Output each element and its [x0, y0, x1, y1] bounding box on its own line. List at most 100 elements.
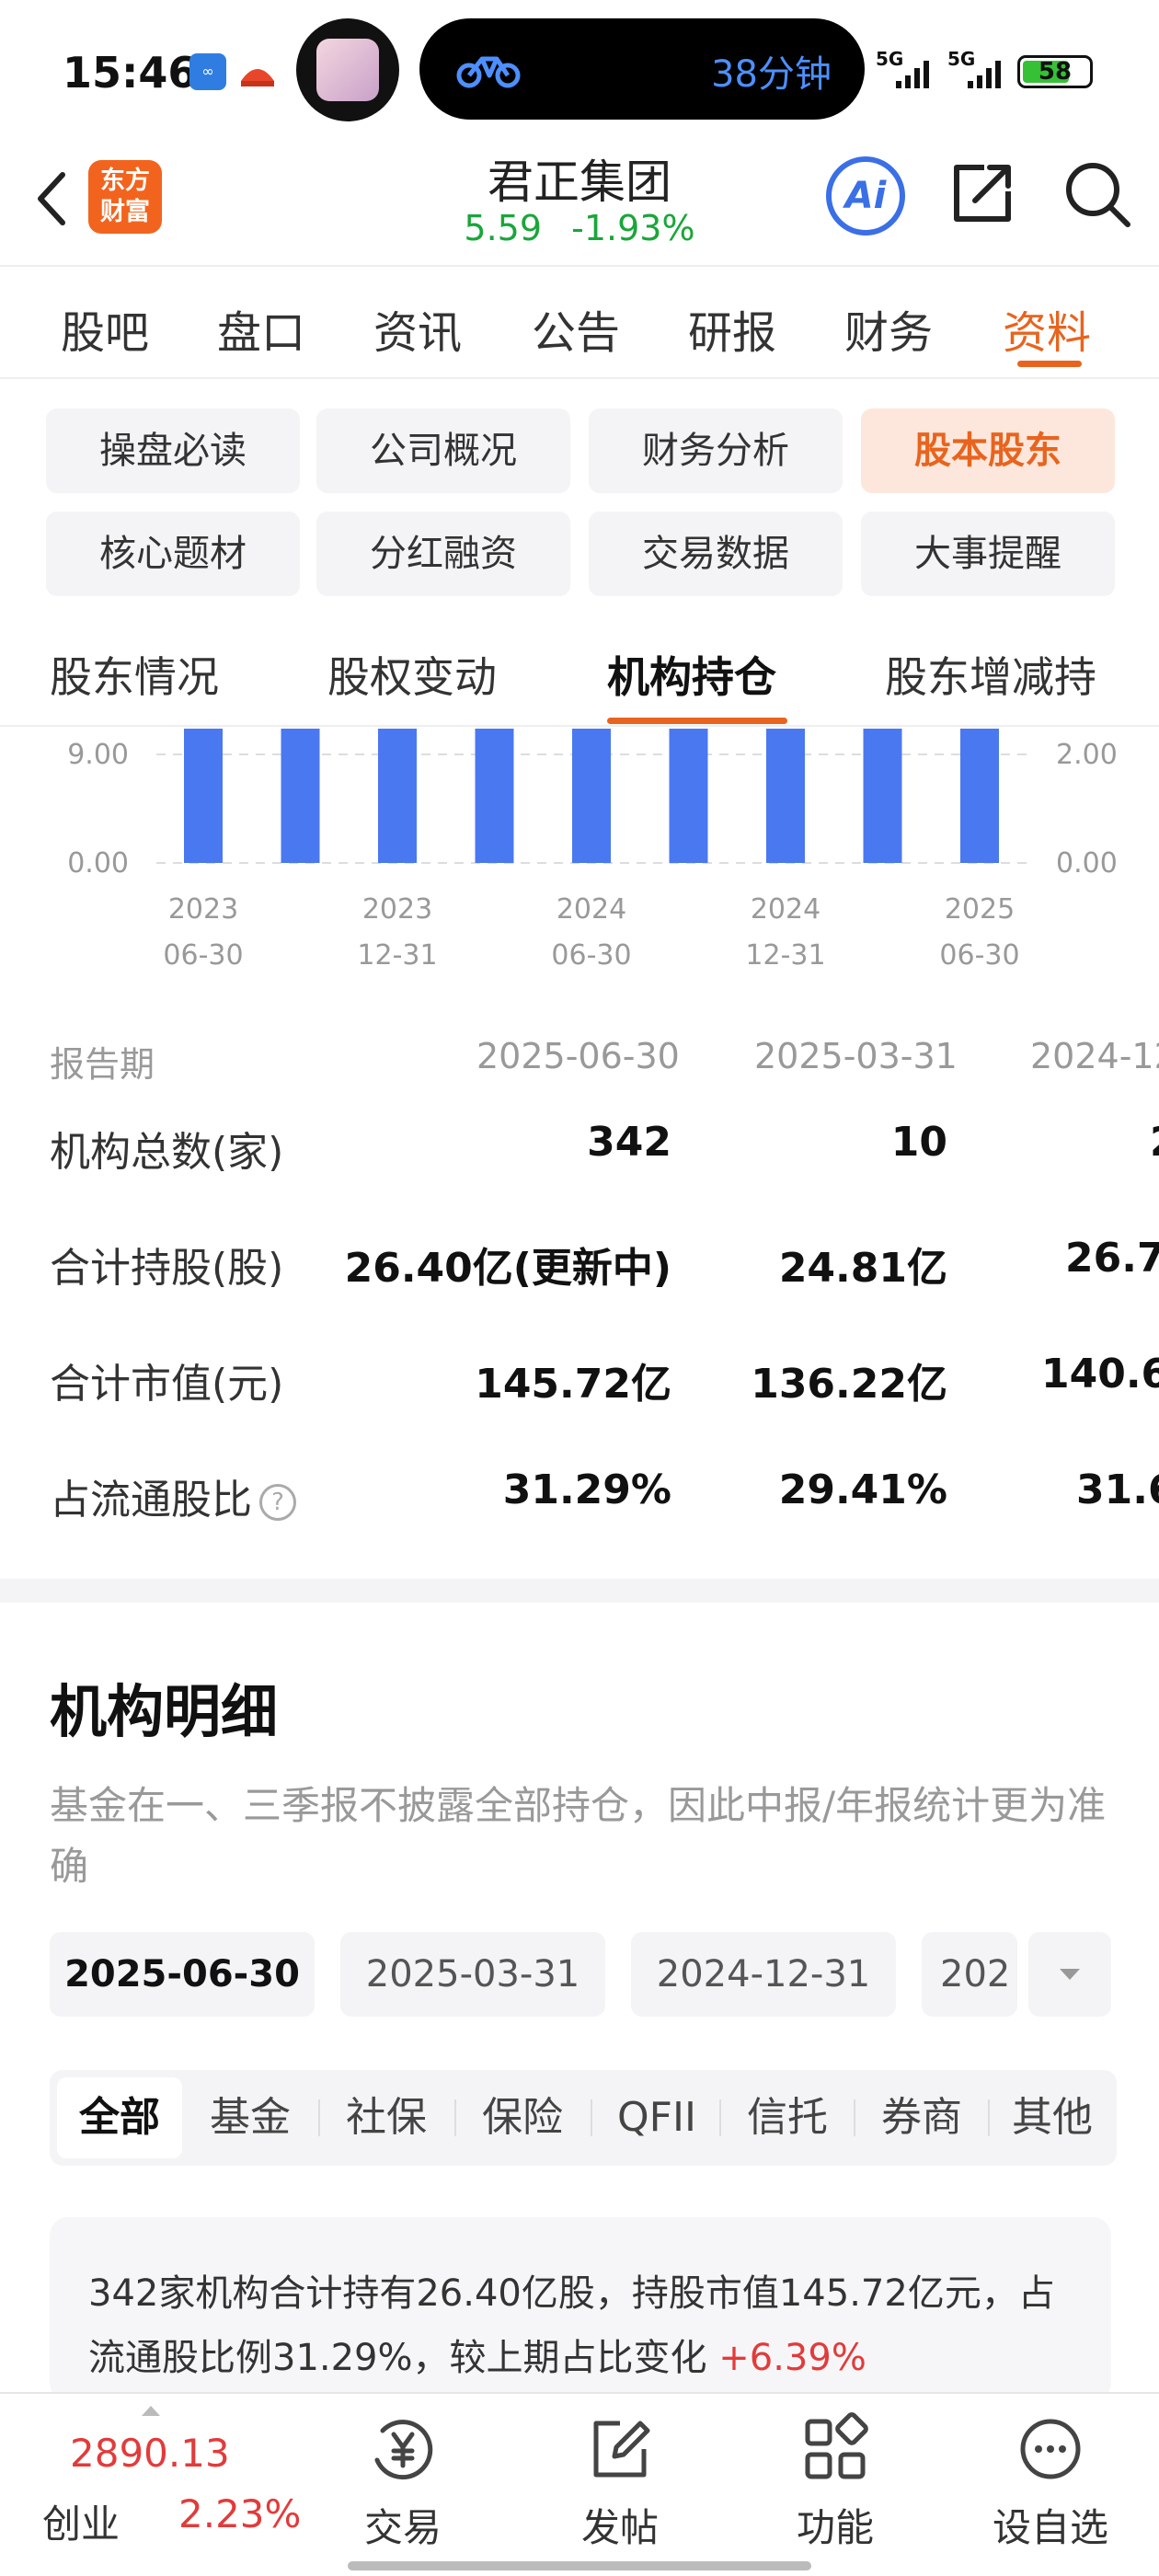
- date-chip-4[interactable]: 202: [922, 1932, 1017, 2017]
- date-more-button[interactable]: [1028, 1932, 1111, 2017]
- divider: [591, 2099, 592, 2136]
- tab-finance[interactable]: 财务: [844, 307, 934, 359]
- subtab-shareholder-info[interactable]: 股东情况: [50, 652, 219, 702]
- summary-text: 342家机构合计持有26.40亿股，持股市值145.72亿元，占流通股比例31.…: [88, 2272, 1055, 2379]
- table-cell: 31.6: [1076, 1466, 1159, 1513]
- chart-bar: [572, 729, 611, 863]
- tab-news[interactable]: 资讯: [373, 307, 463, 359]
- category-insurance[interactable]: 保险: [482, 2094, 563, 2141]
- category-broker[interactable]: 券商: [881, 2094, 962, 2141]
- tab-guba[interactable]: 股吧: [61, 307, 150, 359]
- subtab-institutional-holdings[interactable]: 机构持仓: [607, 652, 776, 702]
- x-axis-tick-date: 12-31: [357, 939, 437, 972]
- chart-bar: [378, 729, 417, 863]
- table-cell: 26.74: [1065, 1235, 1159, 1282]
- help-icon[interactable]: ?: [259, 1484, 296, 1521]
- subtab-equity-change[interactable]: 股权变动: [327, 652, 497, 702]
- brand-logo-line2: 财富: [100, 198, 150, 226]
- chart-bar: [475, 729, 514, 863]
- main-tabs: 股吧 盘口 资讯 公告 研报 财务 资料: [0, 269, 1159, 379]
- table-cell: 31.29%: [502, 1466, 671, 1513]
- x-axis-tick-year: 2024: [751, 893, 820, 926]
- subgrid-shareholders[interactable]: 股本股东: [861, 408, 1115, 493]
- category-bar: 全部 基金 社保 保险 QFII 信托 券商 其他: [50, 2070, 1117, 2166]
- chart-bar: [669, 729, 708, 863]
- table-cell: 342: [587, 1119, 671, 1166]
- tab-announcements[interactable]: 公告: [532, 307, 621, 359]
- subgrid-trading-guide[interactable]: 操盘必读: [46, 408, 300, 493]
- stock-quote: 5.59 -1.93%: [396, 208, 763, 248]
- section-divider: [0, 1579, 1159, 1603]
- summary-card: 342家机构合计持有26.40亿股，持股市值145.72亿元，占流通股比例31.…: [50, 2217, 1111, 2401]
- left-axis-tick-top: 9.00: [67, 739, 129, 771]
- index-value[interactable]: 2890.13: [70, 2431, 230, 2476]
- stock-change-pct: -1.93%: [571, 208, 695, 248]
- x-axis-tick-date: 06-30: [939, 939, 1019, 972]
- active-tab-indicator: [1017, 361, 1082, 367]
- x-axis-tick-date: 12-31: [745, 939, 825, 972]
- battery-icon: 58: [1017, 55, 1093, 88]
- signal-label-1: 5G: [876, 48, 904, 70]
- index-name[interactable]: 创业: [42, 2501, 120, 2547]
- battery-level: 58: [1038, 58, 1073, 86]
- x-axis-tick-date: 06-30: [163, 939, 243, 972]
- date-chip-1[interactable]: 2025-06-30: [50, 1932, 315, 2017]
- subgrid-financial-analysis[interactable]: 财务分析: [589, 408, 843, 493]
- x-axis-tick-year: 2025: [945, 893, 1015, 926]
- summary-change: +6.39%: [718, 2337, 866, 2379]
- back-arrow-icon[interactable]: [24, 162, 79, 236]
- nav-functions[interactable]: 功能: [762, 2412, 909, 2553]
- table-cell: 145.72亿: [475, 1361, 671, 1408]
- row-label-total-shares: 合计持股(股): [50, 1245, 284, 1292]
- stock-price: 5.59: [464, 208, 543, 248]
- category-other[interactable]: 其他: [1012, 2094, 1093, 2141]
- category-all[interactable]: 全部: [57, 2077, 182, 2158]
- ai-assistant-button[interactable]: Ai: [826, 156, 905, 236]
- stock-name: 君正集团: [488, 155, 671, 209]
- yen-circle-icon: [374, 2420, 433, 2480]
- subgrid-events[interactable]: 大事提醒: [861, 512, 1115, 596]
- date-chip-3[interactable]: 2024-12-31: [631, 1932, 896, 2017]
- brand-logo-line1: 东方: [100, 167, 150, 195]
- subgrid-core-themes[interactable]: 核心题材: [46, 512, 300, 596]
- dynamic-island: 38分钟: [419, 18, 865, 120]
- divider: [854, 2099, 855, 2136]
- chevron-down-icon: [1060, 1969, 1080, 1980]
- nav-add-watchlist[interactable]: 设自选: [977, 2412, 1124, 2553]
- chart-bar: [766, 729, 805, 863]
- share-icon[interactable]: [947, 158, 1017, 228]
- sub-tabs: 股东情况 股权变动 机构持仓 股东增减持: [0, 616, 1159, 727]
- subtab-holder-changes[interactable]: 股东增减持: [885, 652, 1096, 702]
- grid-icon: [805, 2412, 868, 2479]
- search-icon[interactable]: [1061, 158, 1135, 232]
- table-cell: 140.63: [1041, 1351, 1159, 1397]
- nav-trade[interactable]: 交易: [329, 2412, 476, 2553]
- nav-post[interactable]: 发帖: [546, 2412, 694, 2553]
- avatar-icon: [296, 18, 399, 121]
- tab-pankou[interactable]: 盘口: [217, 307, 306, 359]
- index-change[interactable]: 2.23%: [178, 2491, 302, 2536]
- table-header-period-2: 2025-03-31: [754, 1036, 958, 1076]
- category-qfii[interactable]: QFII: [617, 2094, 696, 2141]
- nav-functions-label: 功能: [796, 2505, 874, 2550]
- tab-profile[interactable]: 资料: [1003, 307, 1092, 359]
- nav-post-label: 发帖: [580, 2505, 659, 2550]
- active-subtab-indicator: [607, 718, 787, 724]
- brand-logo[interactable]: 东方 财富: [88, 160, 162, 234]
- table-header-period-3: 2024-12: [1030, 1036, 1159, 1076]
- date-chip-2[interactable]: 2025-03-31: [340, 1932, 605, 2017]
- category-fund[interactable]: 基金: [210, 2094, 291, 2141]
- category-trust[interactable]: 信托: [747, 2094, 828, 2141]
- home-indicator: [348, 2561, 811, 2570]
- category-social-security[interactable]: 社保: [346, 2094, 427, 2141]
- tab-research[interactable]: 研报: [688, 307, 777, 359]
- subgrid-company-overview[interactable]: 公司概况: [316, 408, 570, 493]
- signal-icon-2: [968, 61, 1001, 88]
- left-axis-tick-bottom: 0.00: [67, 847, 129, 880]
- section-title: 机构明细: [50, 1678, 279, 1745]
- subgrid-dividends[interactable]: 分红融资: [316, 512, 570, 596]
- subgrid-trading-data[interactable]: 交易数据: [589, 512, 843, 596]
- row-label-institution-count: 机构总数(家): [50, 1129, 284, 1176]
- chart-bar: [960, 729, 999, 863]
- table-cell: 29.41%: [778, 1466, 947, 1513]
